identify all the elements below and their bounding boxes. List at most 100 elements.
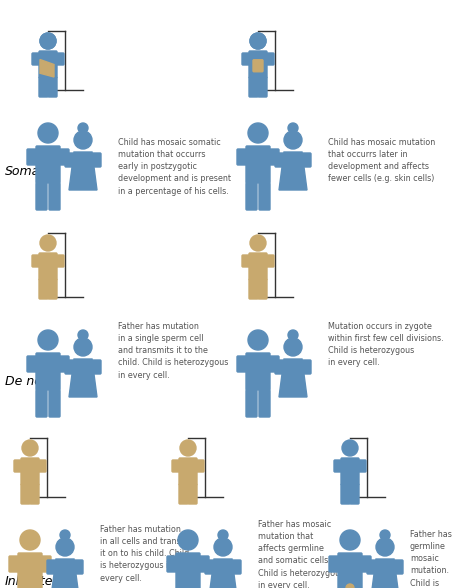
- FancyBboxPatch shape: [49, 390, 60, 417]
- FancyBboxPatch shape: [172, 460, 181, 472]
- Polygon shape: [69, 152, 97, 190]
- Polygon shape: [209, 559, 237, 588]
- Polygon shape: [371, 559, 399, 588]
- FancyBboxPatch shape: [21, 458, 39, 485]
- FancyBboxPatch shape: [275, 360, 285, 374]
- FancyBboxPatch shape: [27, 356, 38, 372]
- FancyBboxPatch shape: [55, 255, 64, 267]
- FancyBboxPatch shape: [36, 146, 60, 183]
- FancyBboxPatch shape: [253, 60, 263, 72]
- FancyBboxPatch shape: [268, 356, 279, 372]
- FancyBboxPatch shape: [18, 553, 42, 588]
- Ellipse shape: [248, 330, 268, 350]
- FancyBboxPatch shape: [32, 255, 41, 267]
- FancyBboxPatch shape: [357, 460, 366, 472]
- FancyBboxPatch shape: [237, 149, 248, 165]
- Ellipse shape: [346, 584, 354, 588]
- FancyBboxPatch shape: [242, 53, 251, 65]
- FancyBboxPatch shape: [91, 153, 101, 167]
- Polygon shape: [51, 559, 79, 588]
- Polygon shape: [69, 359, 97, 397]
- Ellipse shape: [38, 123, 58, 143]
- Text: Somatic: Somatic: [5, 165, 55, 178]
- Text: (F): (F): [28, 152, 41, 162]
- FancyBboxPatch shape: [249, 253, 267, 280]
- Polygon shape: [279, 152, 307, 190]
- FancyBboxPatch shape: [249, 51, 267, 78]
- FancyBboxPatch shape: [334, 460, 343, 472]
- Text: (D): (D): [28, 360, 43, 370]
- Ellipse shape: [78, 330, 88, 340]
- FancyBboxPatch shape: [36, 353, 60, 390]
- Ellipse shape: [56, 538, 74, 556]
- Ellipse shape: [74, 131, 92, 149]
- Ellipse shape: [288, 330, 298, 340]
- FancyBboxPatch shape: [246, 183, 257, 210]
- FancyBboxPatch shape: [301, 360, 311, 374]
- FancyBboxPatch shape: [55, 53, 64, 65]
- Ellipse shape: [340, 530, 360, 550]
- Text: (A): (A): [8, 558, 22, 568]
- Text: (C): (C): [330, 558, 345, 568]
- Ellipse shape: [60, 530, 70, 540]
- Ellipse shape: [40, 235, 56, 251]
- FancyBboxPatch shape: [73, 560, 83, 574]
- Text: Father has mutation
in a single sperm cell
and transmits it to the
child. Child : Father has mutation in a single sperm ce…: [118, 322, 228, 380]
- FancyBboxPatch shape: [27, 149, 38, 165]
- Polygon shape: [40, 59, 54, 77]
- FancyBboxPatch shape: [65, 153, 75, 167]
- Ellipse shape: [78, 123, 88, 133]
- FancyBboxPatch shape: [268, 149, 279, 165]
- FancyBboxPatch shape: [265, 53, 274, 65]
- FancyBboxPatch shape: [30, 484, 39, 504]
- Ellipse shape: [214, 538, 232, 556]
- FancyBboxPatch shape: [231, 560, 241, 574]
- Text: (G): (G): [240, 152, 255, 162]
- FancyBboxPatch shape: [32, 53, 41, 65]
- FancyBboxPatch shape: [301, 153, 311, 167]
- FancyBboxPatch shape: [9, 556, 20, 572]
- FancyBboxPatch shape: [188, 484, 197, 504]
- FancyBboxPatch shape: [179, 458, 197, 485]
- Ellipse shape: [20, 530, 40, 550]
- FancyBboxPatch shape: [275, 153, 285, 167]
- FancyBboxPatch shape: [341, 484, 350, 504]
- Text: Inherited: Inherited: [5, 575, 61, 588]
- FancyBboxPatch shape: [195, 460, 204, 472]
- FancyBboxPatch shape: [167, 556, 178, 572]
- FancyBboxPatch shape: [176, 553, 200, 588]
- FancyBboxPatch shape: [198, 556, 209, 572]
- Text: Father has mosaic
mutation that
affects germline
and somatic cells.
Child is het: Father has mosaic mutation that affects …: [258, 520, 344, 588]
- FancyBboxPatch shape: [39, 51, 57, 78]
- FancyBboxPatch shape: [58, 356, 69, 372]
- FancyBboxPatch shape: [393, 560, 403, 574]
- Ellipse shape: [342, 440, 358, 456]
- Ellipse shape: [218, 530, 228, 540]
- Text: De novo: De novo: [5, 375, 57, 388]
- FancyBboxPatch shape: [179, 484, 188, 504]
- Ellipse shape: [248, 123, 268, 143]
- Ellipse shape: [40, 33, 56, 49]
- FancyBboxPatch shape: [246, 390, 257, 417]
- FancyBboxPatch shape: [367, 560, 377, 574]
- FancyBboxPatch shape: [249, 279, 258, 299]
- FancyBboxPatch shape: [350, 484, 359, 504]
- FancyBboxPatch shape: [265, 255, 274, 267]
- Ellipse shape: [40, 33, 56, 49]
- Ellipse shape: [178, 530, 198, 550]
- FancyBboxPatch shape: [36, 183, 47, 210]
- FancyBboxPatch shape: [259, 390, 270, 417]
- FancyBboxPatch shape: [242, 255, 251, 267]
- FancyBboxPatch shape: [258, 279, 267, 299]
- Ellipse shape: [288, 123, 298, 133]
- FancyBboxPatch shape: [14, 460, 23, 472]
- Text: (B): (B): [168, 558, 182, 568]
- FancyBboxPatch shape: [47, 560, 57, 574]
- Ellipse shape: [22, 440, 38, 456]
- Text: (E): (E): [240, 360, 254, 370]
- FancyBboxPatch shape: [39, 77, 48, 97]
- FancyBboxPatch shape: [246, 146, 270, 183]
- FancyBboxPatch shape: [21, 484, 30, 504]
- Ellipse shape: [380, 530, 390, 540]
- FancyBboxPatch shape: [338, 553, 362, 588]
